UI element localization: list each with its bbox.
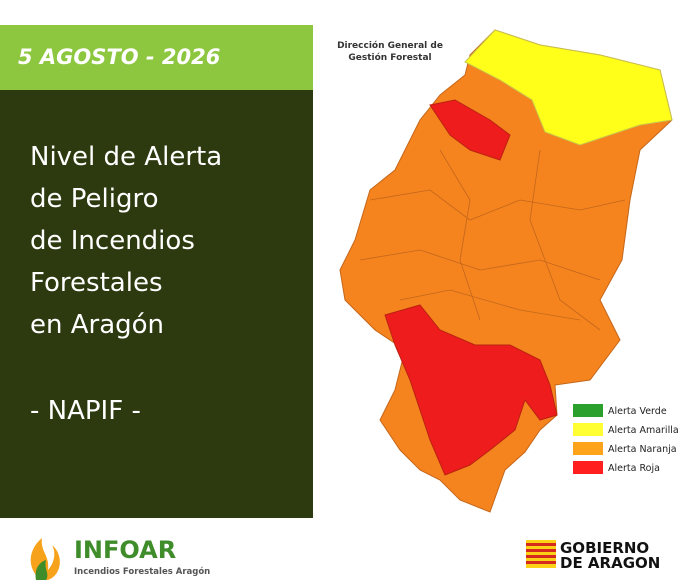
legend-swatch [573, 423, 603, 436]
legend-label: Alerta Amarilla [608, 425, 679, 436]
region-yellow [464, 29, 673, 146]
region-red [384, 304, 558, 476]
legend-label: Alerta Verde [608, 406, 667, 417]
infoar-logo-icon [30, 538, 60, 580]
legend-swatch [573, 442, 603, 455]
title-panel: Nivel de Alerta de Peligro de Incendios For… [0, 90, 313, 518]
government-name: GOBIERNO [560, 539, 649, 557]
aragon-flag [526, 540, 556, 568]
map-credit: Dirección General de [337, 40, 443, 51]
legend: Alerta Verde Alerta Amarilla Alerta Naranj… [573, 404, 679, 474]
region-red [429, 99, 511, 161]
government-name: DE ARAGON [560, 554, 660, 572]
logo-tagline: Incendios Forestales Aragón [74, 566, 210, 577]
legend-swatch [573, 404, 603, 417]
logo-text: INFOAR [74, 536, 176, 564]
title-line: Forestales [30, 268, 163, 298]
district-lines [359, 149, 626, 331]
map-credit: Gestión Forestal [348, 52, 431, 63]
legend-swatch [573, 461, 603, 474]
title-line: en Aragón [30, 310, 165, 340]
subtitle: - NAPIF - [30, 396, 141, 426]
legend-label: Alerta Roja [608, 463, 660, 474]
title-line: de Peligro [30, 184, 159, 214]
legend-label: Alerta Naranja [608, 444, 677, 455]
date-banner: 5 AGOSTO - 2026 [0, 25, 313, 90]
title-line: de Incendios [30, 226, 195, 256]
title-line: Nivel de Alerta [30, 142, 223, 172]
